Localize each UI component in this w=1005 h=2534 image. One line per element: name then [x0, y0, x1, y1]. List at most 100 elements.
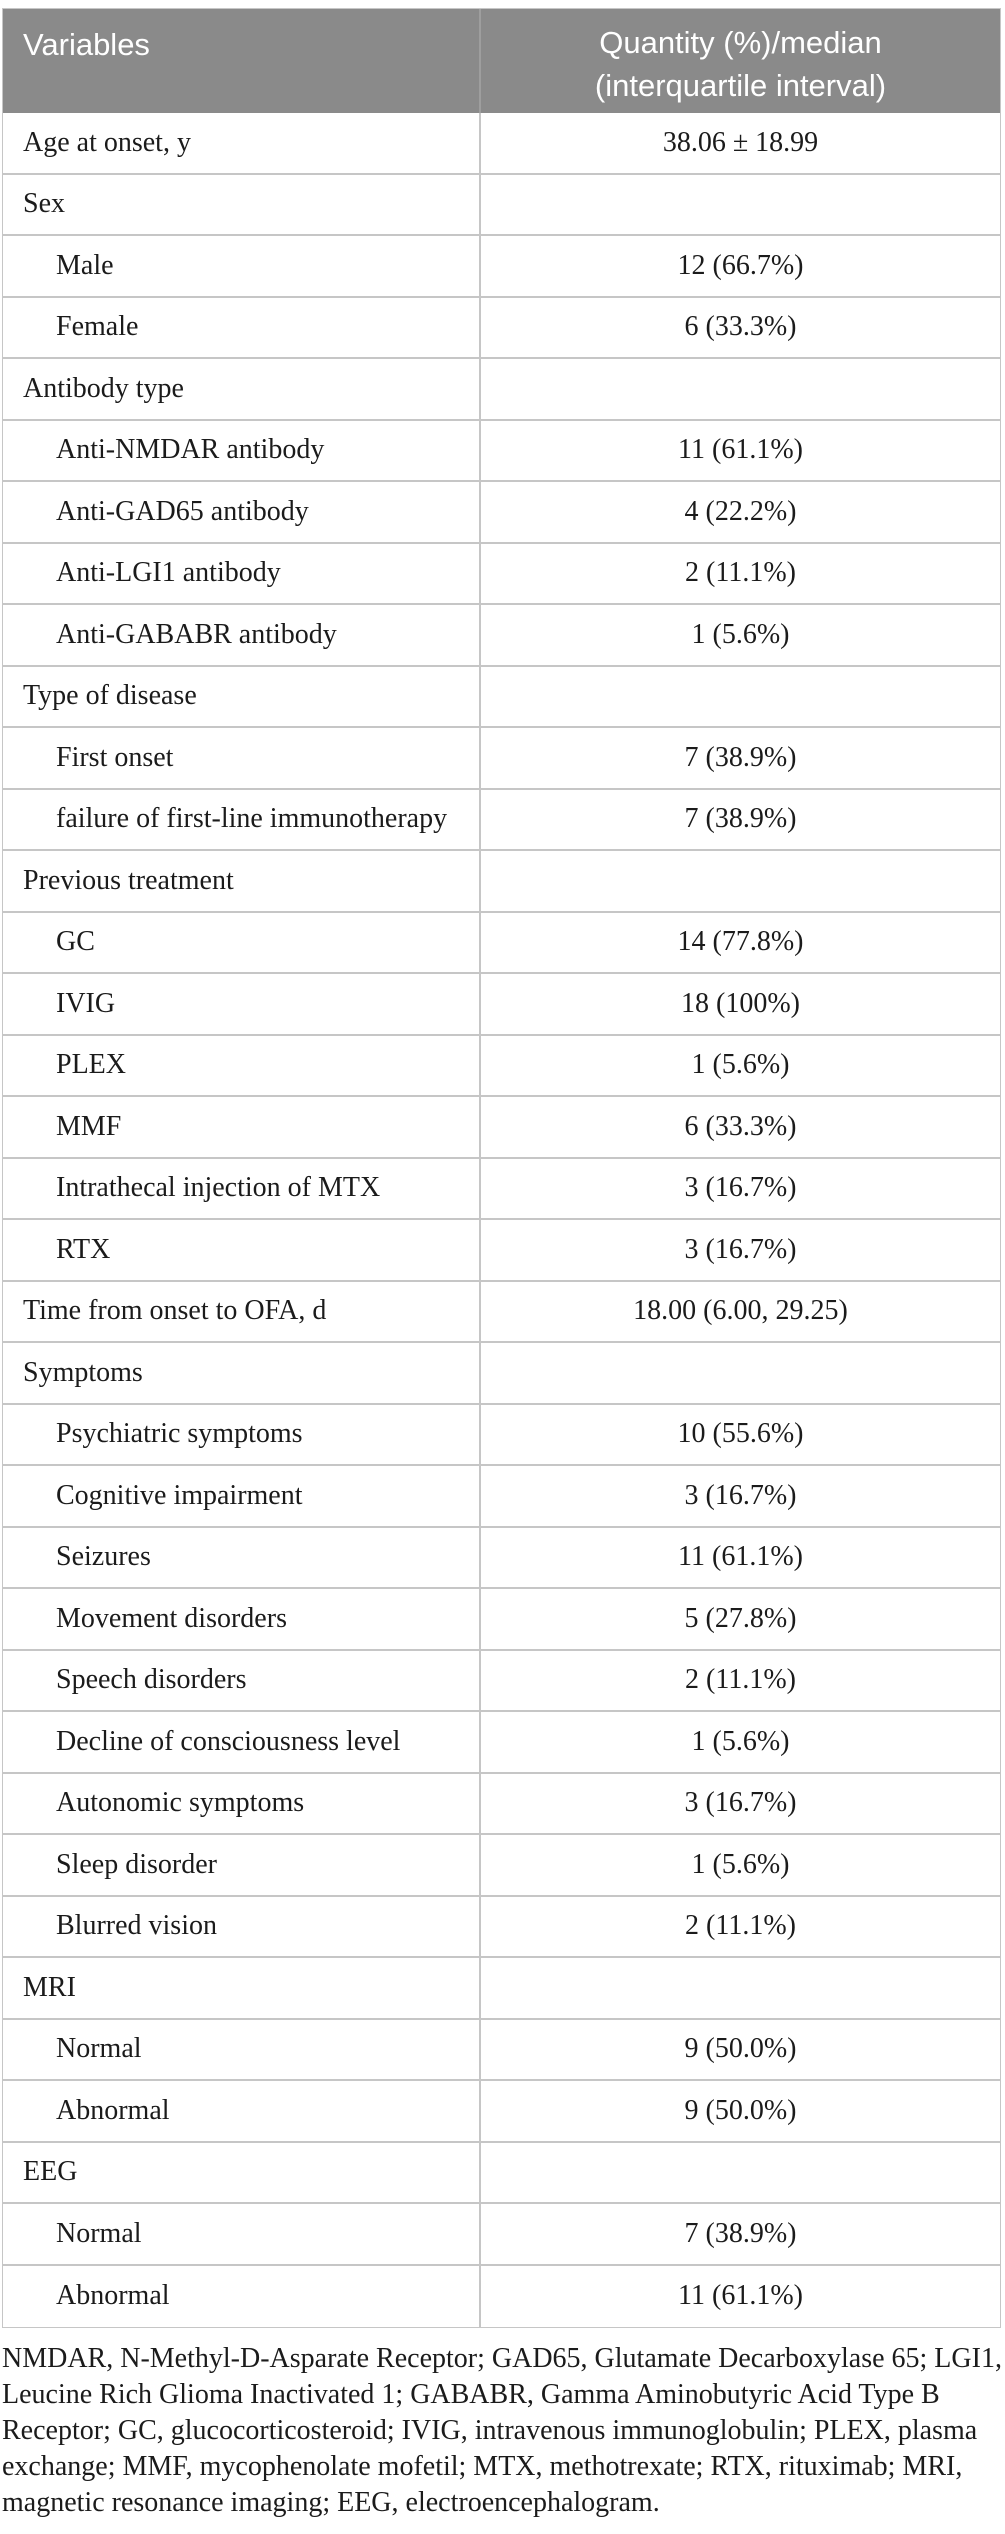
value-cell: 1 (5.6%): [691, 1725, 790, 1757]
table-row: Autonomic symptoms 3 (16.7%): [3, 1773, 1000, 1835]
table-row: Symptoms: [3, 1343, 1000, 1405]
table-row: First onset 7 (38.9%): [3, 728, 1000, 790]
variable-cell: Symptoms: [3, 1343, 481, 1403]
table-row: Antibody type: [3, 359, 1000, 421]
value-cell: 11 (61.1%): [678, 434, 803, 466]
table-row: Normal 9 (50.0%): [3, 2019, 1000, 2081]
variable-cell: failure of first-line immunotherapy: [3, 789, 481, 849]
table-row: PLEX 1 (5.6%): [3, 1035, 1000, 1097]
value-cell: 6 (33.3%): [684, 1110, 797, 1142]
value-cell: 5 (27.8%): [684, 1602, 797, 1634]
variable-cell: Sleep disorder: [3, 1835, 481, 1895]
variable-cell: Decline of consciousness level: [3, 1712, 481, 1772]
table-row: Cognitive impairment 3 (16.7%): [3, 1466, 1000, 1528]
value-cell: 11 (61.1%): [678, 2280, 803, 2312]
table-row: RTX 3 (16.7%): [3, 1220, 1000, 1282]
table-row: Speech disorders 2 (11.1%): [3, 1650, 1000, 1712]
variable-cell: Intrathecal injection of MTX: [3, 1158, 481, 1218]
abbreviations-footnote: NMDAR, N-Methyl-D-Asparate Receptor; GAD…: [2, 2343, 1002, 2518]
table-row: Normal 7 (38.9%): [3, 2204, 1000, 2266]
table-row: Decline of consciousness level 1 (5.6%): [3, 1712, 1000, 1774]
table-row: failure of first-line immunotherapy 7 (3…: [3, 789, 1000, 851]
table-row: Anti-NMDAR antibody 11 (61.1%): [3, 420, 1000, 482]
value-cell: 1 (5.6%): [691, 1049, 790, 1081]
variable-cell: Anti-GABABR antibody: [3, 605, 481, 665]
value-cell: [481, 667, 1000, 727]
variable-cell: EEG: [3, 2142, 481, 2202]
table-row: Type of disease: [3, 666, 1000, 728]
variable-cell: Anti-GAD65 antibody: [3, 482, 481, 542]
value-cell: [481, 359, 1000, 419]
table-row: MRI: [3, 1958, 1000, 2020]
table-row: Movement disorders 5 (27.8%): [3, 1589, 1000, 1651]
value-cell: 9 (50.0%): [684, 2033, 797, 2065]
value-cell: 1 (5.6%): [691, 618, 790, 650]
value-cell: 1 (5.6%): [691, 1848, 790, 1880]
value-cell: 2 (11.1%): [685, 557, 796, 589]
table-row: Male 12 (66.7%): [3, 236, 1000, 298]
table-row: Abnormal 11 (61.1%): [3, 2265, 1000, 2327]
table-row: Anti-GABABR antibody 1 (5.6%): [3, 605, 1000, 667]
table-row: GC 14 (77.8%): [3, 912, 1000, 974]
value-cell: 4 (22.2%): [684, 495, 797, 527]
header-variables: Variables: [3, 9, 481, 113]
variable-cell: Male: [3, 236, 481, 296]
variable-cell: Movement disorders: [3, 1589, 481, 1649]
variable-cell: Anti-LGI1 antibody: [3, 543, 481, 603]
variable-cell: Antibody type: [3, 359, 481, 419]
table-row: Sleep disorder 1 (5.6%): [3, 1835, 1000, 1897]
value-cell: 10 (55.6%): [677, 1418, 804, 1450]
variable-cell: Blurred vision: [3, 1896, 481, 1956]
table-row: Age at onset, y 38.06 ± 18.99: [3, 113, 1000, 175]
value-cell: 3 (16.7%): [684, 1233, 797, 1265]
value-cell: [481, 175, 1000, 235]
variable-cell: Female: [3, 297, 481, 357]
value-cell: 38.06 ± 18.99: [662, 126, 819, 158]
value-cell: 18 (100%): [681, 987, 800, 1019]
value-cell: 2 (11.1%): [685, 1664, 796, 1696]
value-cell: [481, 2143, 1000, 2203]
variable-cell: Psychiatric symptoms: [3, 1404, 481, 1464]
variable-cell: Previous treatment: [3, 851, 481, 911]
variable-cell: Abnormal: [3, 2265, 481, 2327]
value-cell: 3 (16.7%): [684, 1172, 797, 1204]
value-cell: 18.00 (6.00, 29.25): [633, 1295, 848, 1327]
header-quantity: Quantity (%)/median (interquartile inter…: [481, 9, 1000, 113]
variable-cell: IVIG: [3, 974, 481, 1034]
value-cell: [481, 1343, 1000, 1403]
value-cell: 3 (16.7%): [684, 1479, 797, 1511]
value-cell: 2 (11.1%): [685, 1910, 796, 1942]
variable-cell: Time from onset to OFA, d: [3, 1281, 481, 1341]
variable-cell: Anti-NMDAR antibody: [3, 420, 481, 480]
variable-cell: Type of disease: [3, 666, 481, 726]
table-row: Anti-LGI1 antibody 2 (11.1%): [3, 543, 1000, 605]
table-row: Intrathecal injection of MTX 3 (16.7%): [3, 1158, 1000, 1220]
table-row: MMF 6 (33.3%): [3, 1097, 1000, 1159]
value-cell: [481, 1958, 1000, 2018]
table-row: Anti-GAD65 antibody 4 (22.2%): [3, 482, 1000, 544]
value-cell: 7 (38.9%): [684, 741, 797, 773]
variable-cell: Normal: [3, 2019, 481, 2079]
header-quantity-label: Quantity (%)/median (interquartile inter…: [594, 25, 887, 103]
value-cell: 14 (77.8%): [677, 926, 804, 958]
table-row: Sex: [3, 174, 1000, 236]
variable-cell: Sex: [3, 174, 481, 234]
variable-cell: GC: [3, 912, 481, 972]
table-row: Abnormal 9 (50.0%): [3, 2081, 1000, 2143]
table-row: Psychiatric symptoms 10 (55.6%): [3, 1404, 1000, 1466]
value-cell: 7 (38.9%): [684, 2217, 797, 2249]
variable-cell: Normal: [3, 2204, 481, 2264]
variable-cell: PLEX: [3, 1035, 481, 1095]
value-cell: 3 (16.7%): [684, 1787, 797, 1819]
table-row: Previous treatment: [3, 851, 1000, 913]
table-row: Female 6 (33.3%): [3, 297, 1000, 359]
table-row: Blurred vision 2 (11.1%): [3, 1896, 1000, 1958]
value-cell: 12 (66.7%): [677, 249, 804, 281]
variable-cell: Autonomic symptoms: [3, 1773, 481, 1833]
table-row: IVIG 18 (100%): [3, 974, 1000, 1036]
table-header-row: Variables Quantity (%)/median (interquar…: [3, 9, 1000, 113]
table-body: Age at onset, y 38.06 ± 18.99 Sex Male 1…: [3, 113, 1000, 2327]
table-row: Seizures 11 (61.1%): [3, 1527, 1000, 1589]
value-cell: [481, 851, 1000, 911]
variable-cell: First onset: [3, 728, 481, 788]
